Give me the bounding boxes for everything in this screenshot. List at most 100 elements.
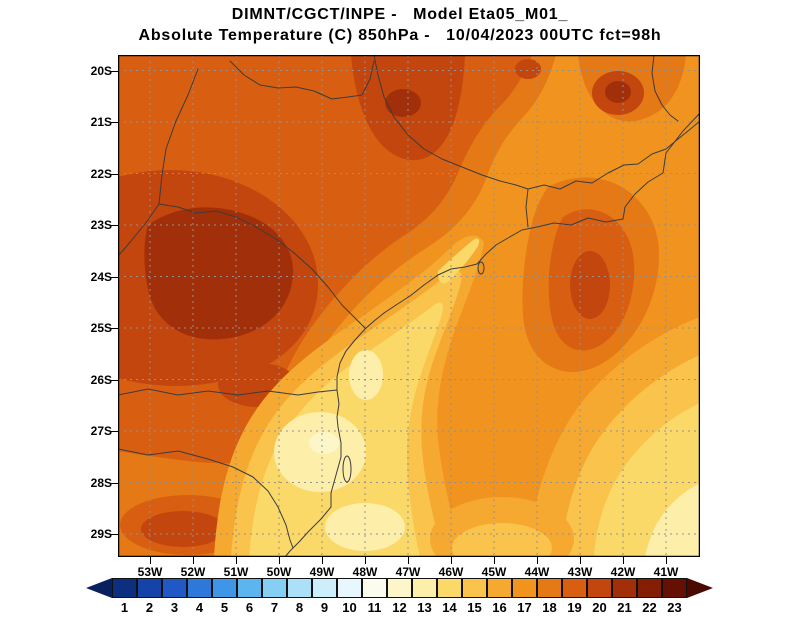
state-border-path: [118, 388, 338, 396]
lat-tick: [111, 225, 118, 226]
lon-tick: [494, 557, 495, 564]
colorbar-cell: [187, 578, 212, 598]
lat-tick: [111, 534, 118, 535]
state-border-path: [229, 60, 375, 100]
colorbar-value: 14: [442, 600, 457, 615]
colorbar-value: 1: [120, 600, 129, 615]
colorbar-value: 23: [667, 600, 682, 615]
colorbar-cell: [462, 578, 487, 598]
colorbar-cell: [637, 578, 662, 598]
colorbar-value: 8: [295, 600, 304, 615]
lon-axis-label: 45W: [481, 565, 507, 579]
lat-tick: [111, 328, 118, 329]
map-borders: [118, 55, 700, 557]
lon-axis-label: 53W: [137, 565, 163, 579]
lat-axis-label: 28S: [90, 475, 112, 490]
lon-tick: [666, 557, 667, 564]
colorbar-value: 21: [617, 600, 632, 615]
colorbar-cell: [312, 578, 337, 598]
colorbar-value: 16: [492, 600, 507, 615]
lon-axis-label: 44W: [524, 565, 550, 579]
colorbar-cell: [262, 578, 287, 598]
state-border-path: [118, 448, 294, 549]
colorbar-arrow-right: [687, 578, 713, 598]
lat-axis-label: 21S: [90, 115, 112, 129]
island-outline: [342, 455, 352, 483]
colorbar-cell: [437, 578, 462, 598]
lat-tick: [111, 122, 118, 123]
colorbar-value: 18: [542, 600, 557, 615]
lon-axis-label: 50W: [266, 565, 292, 579]
lon-axis-label: 52W: [180, 565, 206, 579]
lat-axis-label: 29S: [90, 527, 112, 541]
lat-tick: [111, 482, 118, 484]
colorbar-value: 3: [170, 600, 179, 615]
lon-tick: [193, 557, 194, 564]
colorbar-cell: [562, 578, 587, 598]
lat-tick: [111, 431, 118, 432]
lat-axis-label: 22S: [90, 166, 112, 181]
colorbar-cell: [387, 578, 412, 598]
lon-tick: [365, 557, 366, 564]
colorbar-value: 19: [567, 600, 582, 615]
map-frame: [118, 55, 700, 557]
title-line-1: DIMNT/CGCT/INPE - Model Eta05_M01_: [231, 6, 569, 23]
colorbar-value: 5: [220, 600, 229, 615]
lon-tick: [580, 557, 581, 564]
colorbar-value: 4: [195, 600, 204, 615]
lat-axis-label: 23S: [90, 218, 112, 232]
colorbar-cell: [537, 578, 562, 598]
lon-tick: [150, 557, 151, 564]
lat-axis-label: 26S: [90, 372, 112, 387]
colorbar-labels: 1 2 3 4 5 6 7 8 9 10 11 12 13 14 15 16 17 18 19 20 21 22 23: [112, 600, 687, 615]
colorbar-value: 13: [417, 600, 432, 615]
lat-axis-label: 27S: [90, 424, 112, 438]
colorbar: [86, 578, 713, 598]
colorbar-value: 7: [270, 600, 279, 615]
colorbar-cell: [237, 578, 262, 598]
coastline-path: [284, 112, 700, 557]
lon-tick: [451, 557, 452, 564]
lon-axis-label: 42W: [610, 565, 636, 579]
lon-tick: [322, 557, 323, 564]
colorbar-value: 2: [145, 600, 154, 615]
colorbar-cell: [587, 578, 612, 598]
lon-axis-label: 43W: [567, 565, 593, 579]
colorbar-value: 22: [642, 600, 657, 615]
lon-tick: [537, 557, 538, 564]
lat-tick: [111, 173, 118, 175]
title-line-2: Absolute Temperature (C) 850hPa - 10/04/…: [138, 27, 662, 44]
lon-tick: [279, 557, 280, 564]
colorbar-cell: [212, 578, 237, 598]
colorbar-cell: [337, 578, 362, 598]
colorbar-cells: [112, 578, 687, 598]
state-border-path: [158, 203, 366, 329]
lon-axis-label: 41W: [653, 565, 679, 579]
colorbar-cell: [287, 578, 312, 598]
colorbar-value: 11: [367, 600, 382, 615]
colorbar-value: 9: [320, 600, 329, 615]
colorbar-cell: [412, 578, 437, 598]
colorbar-cell: [512, 578, 537, 598]
state-border-path: [118, 68, 199, 257]
colorbar-value: 15: [467, 600, 482, 615]
colorbar-arrow-left: [86, 578, 112, 598]
colorbar-cell: [137, 578, 162, 598]
colorbar-cell: [362, 578, 387, 598]
island-outline: [477, 261, 485, 275]
lon-tick: [236, 557, 237, 564]
colorbar-value: 17: [517, 600, 532, 615]
lon-axis-label: 51W: [223, 565, 249, 579]
colorbar-cell: [662, 578, 687, 598]
colorbar-cell: [612, 578, 637, 598]
lon-axis-label: 48W: [352, 565, 378, 579]
contour-fills: [118, 55, 700, 557]
colorbar-cell: [162, 578, 187, 598]
lat-axis-label: 24S: [90, 269, 112, 284]
colorbar-value: 20: [592, 600, 607, 615]
lon-tick: [408, 557, 409, 564]
lat-tick: [111, 70, 118, 72]
lon-axis-label: 47W: [395, 565, 421, 579]
colorbar-value: 10: [342, 600, 357, 615]
